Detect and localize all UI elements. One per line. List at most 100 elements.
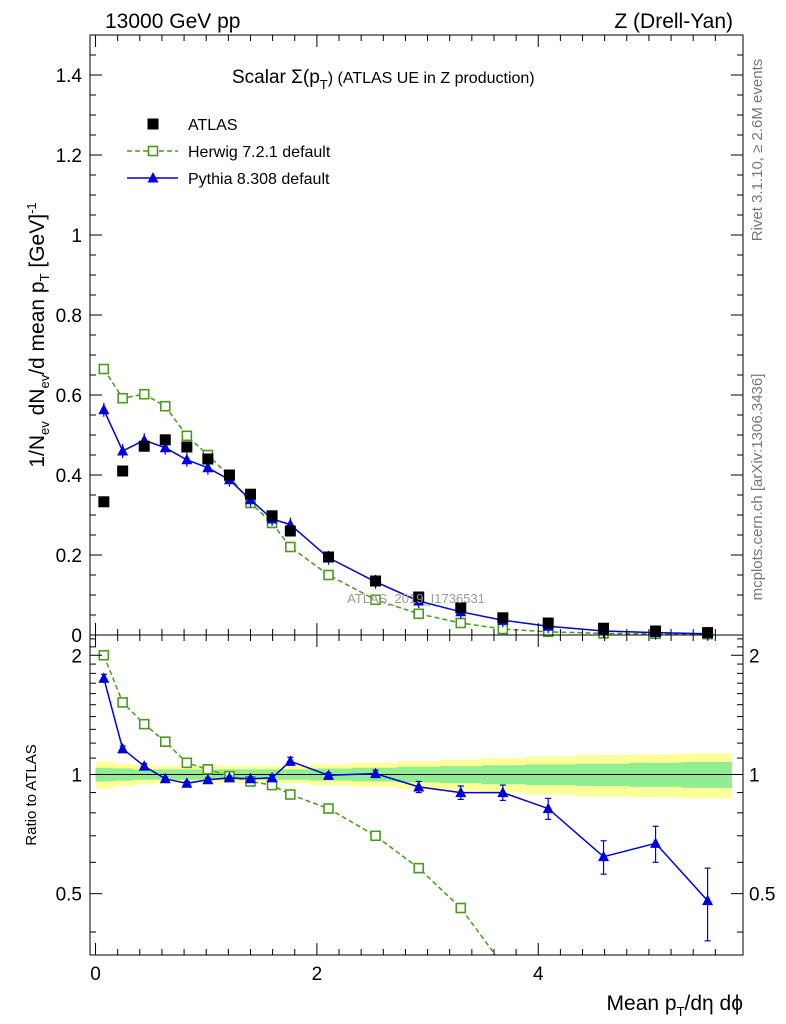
herwig-7-2-1-default-point xyxy=(413,608,425,620)
main-y-tick-label: 1.4 xyxy=(56,66,83,87)
ratio-pythia-8-308-default-point xyxy=(266,771,278,783)
legend-label-atlas: ATLAS xyxy=(188,117,238,134)
main-y-tick-label: 0.4 xyxy=(56,466,83,487)
ratio-y-tick-label: 1 xyxy=(71,765,82,786)
herwig-7-2-1-default-point xyxy=(323,569,334,581)
atlas-point xyxy=(370,575,382,587)
ratio-herwig-7-2-1-default-point xyxy=(370,830,381,842)
plot-title-rest: ) (ATLAS UE in Z production) xyxy=(328,70,535,87)
x-tick-label: 0 xyxy=(90,964,101,985)
main-y-tick-label: 0.6 xyxy=(56,386,82,407)
watermark: ATLAS_2019_I1736531 xyxy=(347,591,485,606)
ratio-pythia-8-308-default-point xyxy=(702,894,714,906)
legend-label-pythia-8-308-default: Pythia 8.308 default xyxy=(188,171,330,188)
ratio-herwig-7-2-1-default-point xyxy=(202,764,214,775)
atlas-point xyxy=(413,591,425,603)
ratio-herwig-7-2-1-default-point xyxy=(117,697,128,708)
atlas-point xyxy=(542,617,554,629)
atlas-point xyxy=(244,488,256,500)
main-y-tick-label: 0.2 xyxy=(56,546,82,567)
herwig-7-2-1-default-point xyxy=(138,388,150,400)
ratio-uncertainty-bands xyxy=(90,753,743,799)
pythia-8-308-default-point xyxy=(159,441,171,453)
herwig-7-2-1-default-point xyxy=(285,541,296,553)
ratio-pythia-8-308-default-point xyxy=(650,837,662,848)
ratio-y-tick-label-right: 1 xyxy=(749,765,760,786)
herwig-7-2-1-default-point xyxy=(159,400,171,412)
ratio-herwig-7-2-1-default-point xyxy=(138,718,150,730)
ratio-pythia-8-308-default-point xyxy=(98,672,110,683)
ratio-plot-frame xyxy=(89,634,744,956)
ratio-herwig-7-2-1-default-point xyxy=(181,757,193,769)
atlas-point xyxy=(455,602,467,614)
atlas-point xyxy=(497,612,509,624)
herwig-7-2-1-default-point xyxy=(455,617,467,629)
ratio-plot-axes: 0.5 0.5 1 1 2 2 0 2 4 xyxy=(56,635,775,985)
herwig-7-2-1-default-point xyxy=(98,363,110,375)
ratio-pythia-8-308-default-point xyxy=(159,772,171,784)
ratio-y-tick-label: 2 xyxy=(71,646,82,667)
pythia-8-308-default-point xyxy=(98,403,110,415)
ratio-y-tick-label-right: 2 xyxy=(749,646,760,667)
main-y-tick-label: 0.8 xyxy=(56,306,82,327)
atlas-point xyxy=(138,440,150,452)
atlas-point xyxy=(181,441,193,453)
atlas-point xyxy=(702,627,714,639)
pythia-8-308-default-point xyxy=(117,445,129,456)
ratio-panel: 0.5 0.5 1 1 2 2 0 2 4 Ratio to ATLAS Mean pT/dη … xyxy=(23,634,775,1019)
ratio-pythia-8-308-default-point xyxy=(138,760,150,771)
main-panel: 0 0.2 0.4 0.6 0.8 1 1.2 1.4 Scalar Σ(pT) (ATLAS… xyxy=(24,34,744,647)
atlas-point xyxy=(98,496,110,508)
ratio-pythia-8-308-default-point xyxy=(323,769,335,780)
ratio-y-axis-label: Ratio to ATLAS xyxy=(23,744,40,845)
atlas-point xyxy=(266,510,278,522)
ratio-pythia-8-308-default-point xyxy=(497,786,509,798)
x-tick-label: 2 xyxy=(312,964,323,985)
rivet-label: Rivet 3.1.10, ≥ 2.6M events xyxy=(749,59,766,242)
atlas-point xyxy=(284,525,296,537)
legend-marker-herwig-7-2-1-default xyxy=(147,145,159,157)
ratio-plot-marks xyxy=(98,649,714,955)
plot-title: Scalar Σ(pT) (ATLAS UE in Z production) xyxy=(232,67,535,92)
plot-title-main: Scalar Σ(p xyxy=(232,67,320,88)
ratio-pythia-8-308-default-point xyxy=(244,772,256,784)
atlas-point xyxy=(598,622,610,634)
plot-title-sub: T xyxy=(320,77,328,92)
ratio-pythia-8-308-default-point xyxy=(413,780,425,792)
x-axis-label: Mean pT/dη dϕ xyxy=(607,992,743,1019)
header-right: Z (Drell-Yan) xyxy=(614,10,733,33)
atlas-point xyxy=(223,469,235,481)
ratio-pythia-8-308-default-point xyxy=(202,773,214,785)
main-plot-axes: 0 0.2 0.4 0.6 0.8 1 1.2 1.4 xyxy=(56,34,743,647)
atlas-point xyxy=(323,551,335,563)
mcplots-label: mcplots.cern.ch [arXiv:1306.3436] xyxy=(749,374,766,601)
ratio-pythia-8-308-default-point xyxy=(598,850,610,862)
herwig-7-2-1-default-point xyxy=(117,392,128,404)
main-y-tick-label: 0 xyxy=(71,626,82,647)
ratio-pythia-8-308-default-point xyxy=(455,786,467,798)
ratio-pythia-8-308-default-point xyxy=(117,742,129,754)
ratio-herwig-7-2-1-default-point xyxy=(285,789,296,800)
main-y-axis-label: 1/Nev dNev/d mean pT [GeV]-1 xyxy=(24,202,52,467)
ratio-herwig-7-2-1-default-point xyxy=(413,862,425,874)
ratio-herwig-7-2-1-default-line xyxy=(103,655,497,955)
x-tick-label: 4 xyxy=(533,964,544,985)
main-y-tick-label: 1.2 xyxy=(56,146,82,167)
atlas-point xyxy=(650,625,662,637)
ratio-herwig-7-2-1-default-point xyxy=(159,736,171,747)
ratio-pythia-8-308-default-point xyxy=(370,767,382,779)
ratio-pythia-8-308-default-point xyxy=(284,755,296,766)
atlas-point xyxy=(159,434,171,446)
atlas-point xyxy=(117,465,129,477)
pythia-8-308-default-point xyxy=(202,461,214,473)
legend-marker-pythia-8-308-default xyxy=(147,172,159,183)
legend-label-herwig-7-2-1-default: Herwig 7.2.1 default xyxy=(188,144,331,161)
main-plot-marks xyxy=(98,363,714,641)
atlas-point xyxy=(202,453,214,465)
herwig-7-2-1-default-point xyxy=(370,594,381,606)
header-left: 13000 GeV pp xyxy=(105,10,240,33)
ratio-pythia-8-308-default-point xyxy=(223,771,235,783)
legend-marker-atlas xyxy=(147,118,159,130)
ratio-y-tick-label: 0.5 xyxy=(56,885,82,906)
